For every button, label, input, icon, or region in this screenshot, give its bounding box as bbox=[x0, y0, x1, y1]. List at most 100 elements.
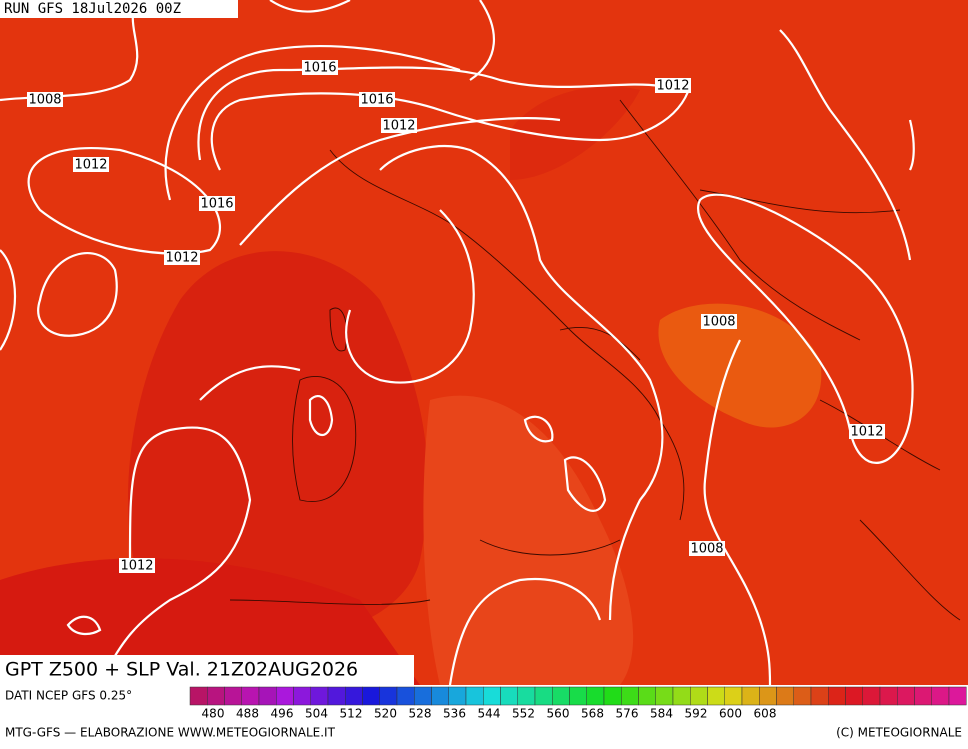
color-swatch bbox=[465, 686, 484, 706]
color-swatch bbox=[724, 686, 743, 706]
colorbar-label: 568 bbox=[581, 707, 604, 721]
color-swatch bbox=[224, 686, 242, 706]
color-swatch bbox=[396, 686, 415, 706]
isobar-label-bg bbox=[381, 118, 417, 133]
isobar-label-bg bbox=[119, 558, 155, 573]
color-swatch bbox=[276, 686, 294, 706]
color-swatch bbox=[483, 686, 501, 706]
color-swatch bbox=[914, 686, 932, 706]
color-swatch bbox=[241, 686, 260, 706]
color-swatch bbox=[327, 686, 346, 706]
color-swatch bbox=[534, 686, 553, 706]
footer-right: (C) METEOGIORNALE bbox=[836, 726, 962, 740]
isobar-label-bg bbox=[359, 92, 395, 107]
colorbar-label: 544 bbox=[478, 707, 501, 721]
header-box bbox=[0, 0, 238, 18]
colorbar-label: 520 bbox=[374, 707, 397, 721]
color-swatch bbox=[845, 686, 863, 706]
color-swatch bbox=[621, 686, 639, 706]
color-swatch bbox=[931, 686, 950, 706]
colorbar-label: 536 bbox=[443, 707, 466, 721]
colorbar-label: 576 bbox=[616, 707, 639, 721]
colorbar-label: 512 bbox=[340, 707, 363, 721]
color-swatch bbox=[362, 686, 380, 706]
color-swatch bbox=[310, 686, 329, 706]
isobar-label: 1008 bbox=[28, 93, 61, 108]
title-box bbox=[0, 655, 414, 685]
isobar-label-bg bbox=[849, 424, 885, 439]
color-swatch bbox=[448, 686, 467, 706]
colorbar-label: 600 bbox=[719, 707, 742, 721]
isobar-label-bg bbox=[73, 157, 109, 172]
color-swatch bbox=[672, 686, 691, 706]
color-swatch bbox=[690, 686, 708, 706]
color-swatch bbox=[741, 686, 760, 706]
field-patch bbox=[127, 251, 428, 640]
colorbar-label: 480 bbox=[202, 707, 225, 721]
color-swatch bbox=[948, 686, 967, 706]
run-info: RUN GFS 18Jul2026 00Z bbox=[4, 1, 181, 17]
color-swatch bbox=[879, 686, 898, 706]
color-swatch bbox=[603, 686, 622, 706]
colorbar: 480 488 496 504 512 520 528 536 544 552 560 568 576 5… bbox=[189, 686, 967, 721]
colorbar-label: 584 bbox=[650, 707, 673, 721]
field-patch bbox=[423, 395, 634, 685]
isobar-label: 1012 bbox=[850, 425, 883, 440]
isobar-label: 1012 bbox=[165, 251, 198, 266]
color-swatch bbox=[431, 686, 449, 706]
color-swatch bbox=[776, 686, 794, 706]
colorbar-label: 488 bbox=[236, 707, 259, 721]
color-swatch bbox=[862, 686, 881, 706]
field-patch bbox=[0, 558, 420, 685]
color-swatch bbox=[379, 686, 398, 706]
color-swatch bbox=[586, 686, 605, 706]
colorbar-label: 560 bbox=[547, 707, 570, 721]
color-swatch bbox=[517, 686, 536, 706]
isobar-label-bg bbox=[27, 92, 63, 107]
color-swatch bbox=[655, 686, 674, 706]
isobar-label-bg bbox=[164, 250, 200, 265]
color-swatch bbox=[828, 686, 846, 706]
colorbar-label: 592 bbox=[685, 707, 708, 721]
colorbar-label: 552 bbox=[512, 707, 535, 721]
isobar-label-bg bbox=[199, 196, 235, 211]
color-swatch bbox=[500, 686, 518, 706]
color-swatch bbox=[345, 686, 363, 706]
isobar-label: 1012 bbox=[120, 559, 153, 574]
colorbar-label: 528 bbox=[409, 707, 432, 721]
color-swatch bbox=[207, 686, 225, 706]
color-swatch bbox=[759, 686, 777, 706]
isobar-labels: 1008 1016 1016 1012 1012 1012 1016 1012 1008 1012… bbox=[27, 60, 885, 574]
color-swatch bbox=[569, 686, 587, 706]
colorbar-label: 504 bbox=[305, 707, 328, 721]
isobar-label: 1008 bbox=[690, 542, 723, 557]
map-title: GPT Z500 + SLP Val. 21Z02AUG2026 bbox=[5, 659, 358, 681]
field-patch bbox=[658, 303, 822, 428]
isobar-label: 1008 bbox=[702, 315, 735, 330]
color-swatch bbox=[810, 686, 829, 706]
footer-left: MTG-GFS — ELABORAZIONE WWW.METEOGIORNALE… bbox=[5, 726, 336, 740]
color-swatch bbox=[707, 686, 725, 706]
isobar-label: 1016 bbox=[303, 61, 336, 76]
color-swatch bbox=[552, 686, 570, 706]
isobar-label-bg bbox=[302, 60, 338, 75]
isobar-label-bg bbox=[655, 78, 691, 93]
color-swatch bbox=[258, 686, 277, 706]
color-swatch bbox=[414, 686, 432, 706]
isobar-label: 1012 bbox=[382, 119, 415, 134]
colorbar-label: 608 bbox=[754, 707, 777, 721]
field-patch bbox=[510, 86, 640, 180]
isobar-label: 1012 bbox=[656, 79, 689, 94]
isobar-label-bg bbox=[689, 541, 725, 556]
isobar-label: 1016 bbox=[360, 93, 393, 108]
colorbar-label: 496 bbox=[271, 707, 294, 721]
isobar-label: 1012 bbox=[74, 158, 107, 173]
data-source: DATI NCEP GFS 0.25° bbox=[5, 689, 132, 703]
color-swatch bbox=[793, 686, 812, 706]
color-swatch bbox=[293, 686, 311, 706]
color-swatch bbox=[638, 686, 656, 706]
color-swatch bbox=[189, 686, 208, 706]
color-swatch bbox=[897, 686, 915, 706]
map bbox=[0, 0, 968, 686]
